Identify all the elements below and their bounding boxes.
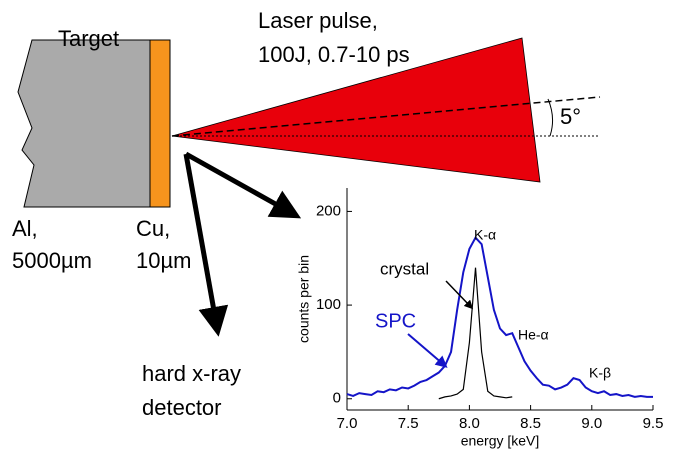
copper-layer xyxy=(149,39,171,208)
x-axis-label: energy [keV] xyxy=(461,433,540,449)
x-tick-label: 7.0 xyxy=(337,415,358,432)
angle-arc xyxy=(547,98,554,137)
annotation: K-α xyxy=(474,227,496,243)
annotation: K-β xyxy=(589,365,611,381)
label: 5° xyxy=(560,104,581,129)
series-line xyxy=(346,235,653,398)
label: 10µm xyxy=(136,248,191,273)
label: Laser pulse, xyxy=(258,8,378,33)
y-axis-label: counts per bin xyxy=(296,255,312,343)
y-tick-label: 0 xyxy=(333,390,341,407)
laser-axis xyxy=(171,96,601,137)
x-tick-label: 9.0 xyxy=(581,415,602,432)
label: Target xyxy=(58,26,119,51)
series-line xyxy=(438,267,513,400)
legend-label: crystal xyxy=(380,259,429,278)
arrow-detector xyxy=(183,153,229,337)
arrow-spectrometer xyxy=(184,151,302,219)
x-tick-label: 8.5 xyxy=(520,415,541,432)
label: Al, xyxy=(12,216,38,241)
laser-cone xyxy=(171,37,541,183)
x-tick-label: 7.5 xyxy=(398,415,419,432)
legend-label: SPC xyxy=(375,310,416,332)
x-tick-label: 9.5 xyxy=(643,415,664,432)
legend-arrow xyxy=(407,333,448,368)
label: Cu, xyxy=(136,216,170,241)
y-tick-label: 200 xyxy=(316,202,341,219)
annotation: He-α xyxy=(518,327,549,343)
aluminium-target xyxy=(17,39,151,208)
label: hard x-ray xyxy=(142,361,241,386)
y-tick-label: 100 xyxy=(316,296,341,313)
label: detector xyxy=(142,395,222,420)
legend-arrow xyxy=(445,280,474,310)
label: 100J, 0.7-10 ps xyxy=(258,42,410,67)
label: 5000µm xyxy=(12,248,92,273)
x-tick-label: 8.0 xyxy=(459,415,480,432)
